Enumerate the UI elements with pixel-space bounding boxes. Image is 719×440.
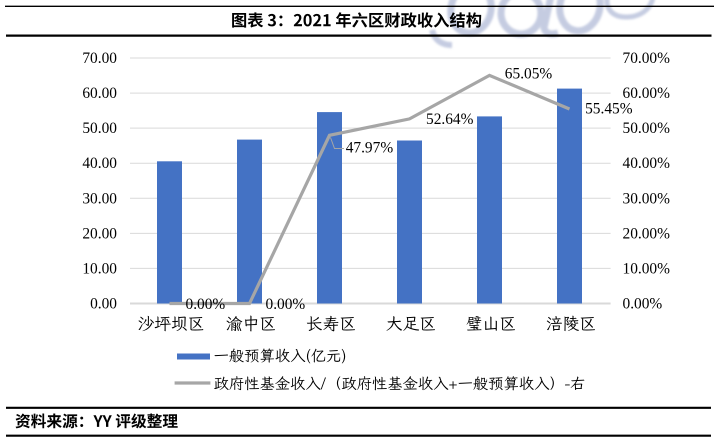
svg-text:0.00%: 0.00% — [186, 296, 226, 313]
svg-text:30.00: 30.00 — [82, 190, 117, 207]
svg-text:70.00%: 70.00% — [623, 50, 671, 67]
svg-text:55.45%: 55.45% — [585, 101, 633, 118]
svg-text:50.00%: 50.00% — [623, 120, 671, 137]
svg-text:20.00: 20.00 — [82, 225, 117, 242]
svg-text:65.05%: 65.05% — [505, 66, 553, 83]
svg-text:0.00: 0.00 — [90, 296, 117, 313]
svg-text:10.00%: 10.00% — [623, 260, 671, 277]
svg-text:10.00: 10.00 — [82, 260, 117, 277]
svg-text:60.00: 60.00 — [82, 85, 117, 102]
svg-text:0.00%: 0.00% — [266, 296, 306, 313]
svg-text:40.00%: 40.00% — [623, 155, 671, 172]
svg-text:52.64%: 52.64% — [426, 111, 474, 128]
svg-text:20.00%: 20.00% — [623, 225, 671, 242]
svg-text:40.00: 40.00 — [82, 155, 117, 172]
svg-text:50.00: 50.00 — [82, 120, 117, 137]
svg-text:30.00%: 30.00% — [623, 190, 671, 207]
svg-text:47.97%: 47.97% — [346, 140, 394, 157]
svg-text:60.00%: 60.00% — [623, 85, 671, 102]
svg-text:0.00%: 0.00% — [623, 296, 663, 313]
svg-text:70.00: 70.00 — [82, 50, 117, 67]
